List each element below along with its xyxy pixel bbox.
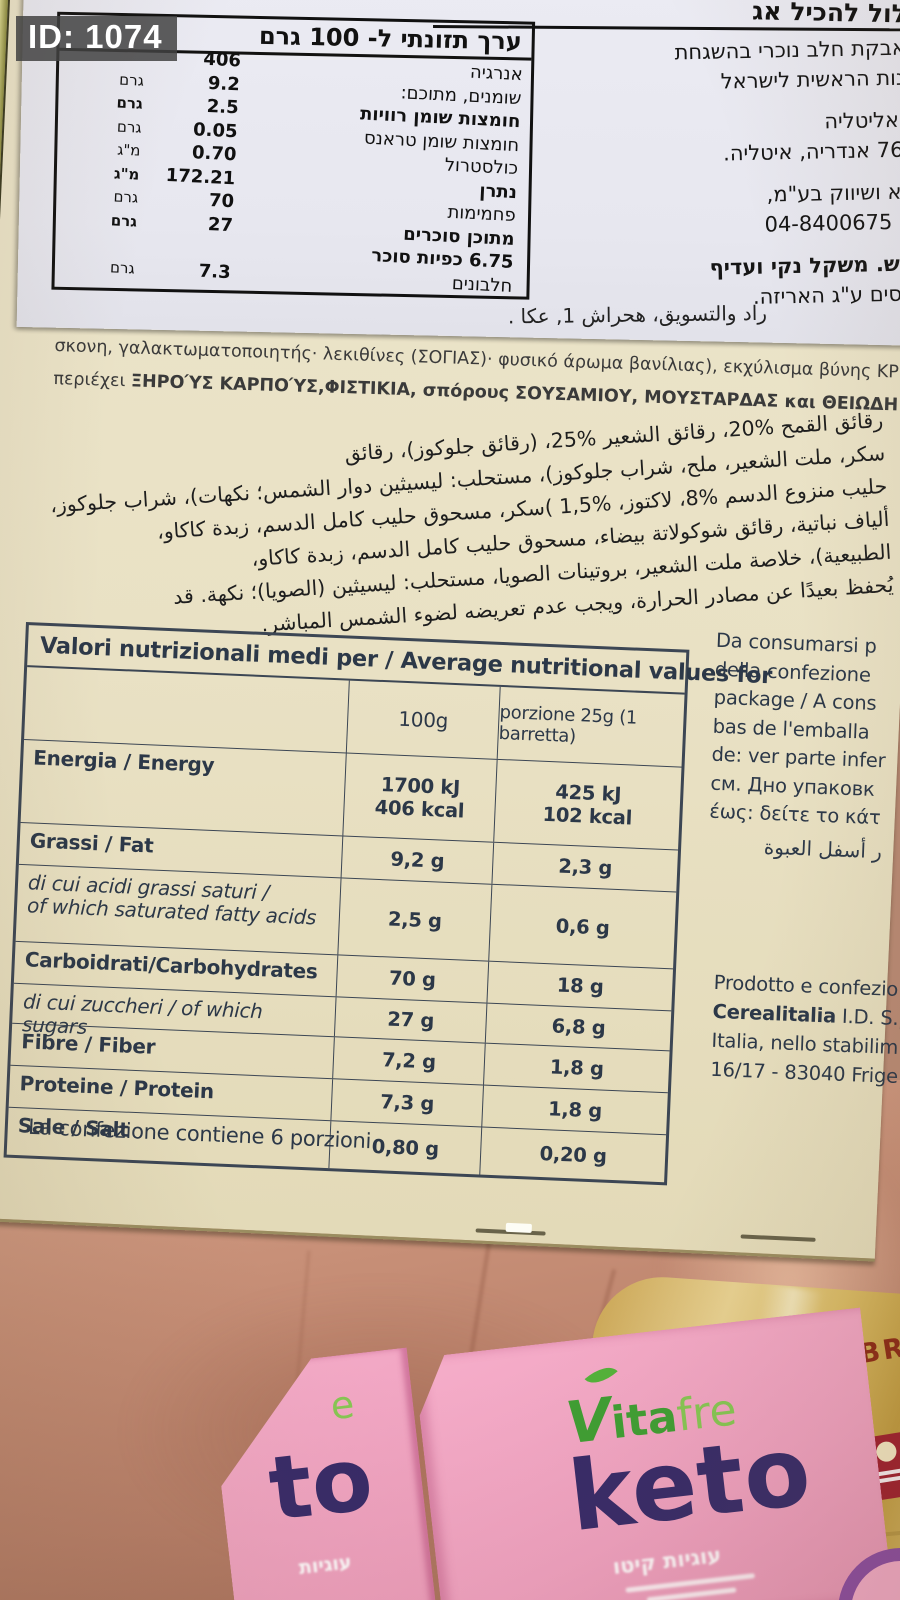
flap-cut-mark	[740, 1234, 816, 1242]
keto-wordmark: keto	[563, 1414, 817, 1554]
producer-brand: Cerealitalia	[712, 999, 837, 1028]
blurred-text-bar	[647, 1587, 737, 1600]
sticker-arabic-importer-line: راد والتسويق، هحراش 1, عكا .	[507, 300, 768, 329]
hebrew-table-body: 406 אנרגיה גרם 9.2 שומנים, מתוכם: גרם 2.5 חומ…	[48, 38, 531, 300]
edge-glint	[505, 1222, 532, 1233]
keto-hebrew-subtitle-partial: עוגיות	[297, 1551, 353, 1580]
col-header-100g: 100g	[345, 680, 500, 759]
producer-note: Prodotto e confezio Cerealitalia I.D. S.…	[709, 970, 900, 1088]
keto-wordmark-partial: to	[263, 1426, 378, 1541]
keto-hebrew-subtitle: עוגיות קיטו	[611, 1542, 723, 1580]
col-header-portion: porzione 25g (1 barretta)	[496, 686, 685, 767]
nutrition-table: Valori nutrizionali medi per / Average n…	[3, 622, 773, 1186]
vitafree-keto-box-right: Vitafre keto עוגיות קיטו	[413, 1307, 893, 1600]
consume-by-note: Da consumarsi p della confezione package…	[708, 627, 891, 866]
brand-fragment: e	[328, 1381, 357, 1429]
kosher-certification-text: בלי אבקת חלב נוכרי בהשגחת הרבנות הראשית …	[537, 32, 900, 316]
badge-circle-icon	[874, 1440, 898, 1464]
id-badge: ID: 1074	[16, 16, 177, 61]
